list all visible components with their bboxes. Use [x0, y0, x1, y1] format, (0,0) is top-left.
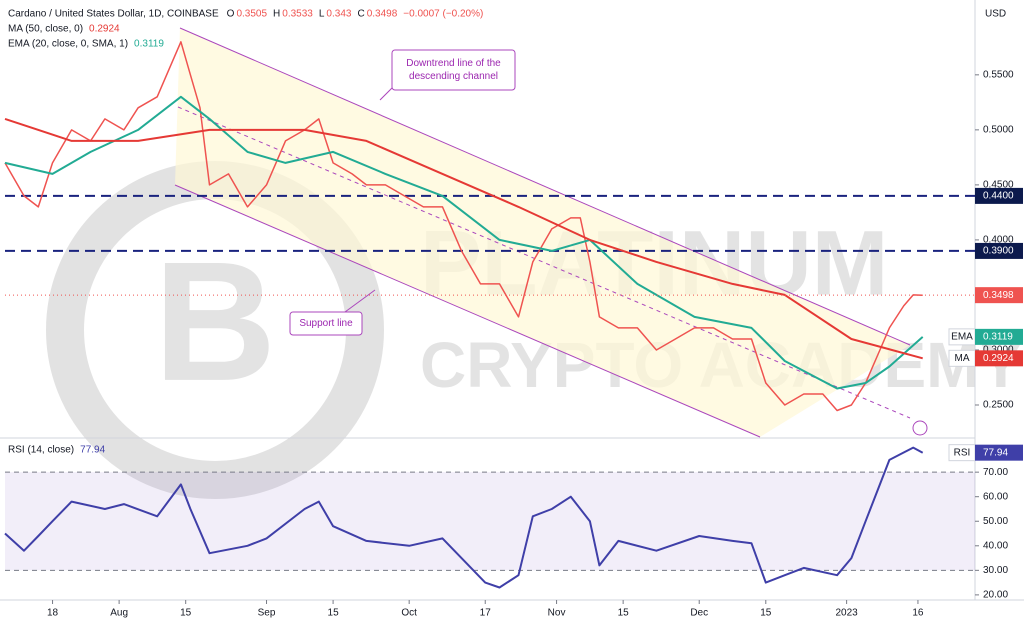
- ohlc-value: 0.3505: [236, 9, 267, 20]
- rsi-tick-label: 40.00: [983, 540, 1008, 551]
- rsi-tick-label: 50.00: [983, 516, 1008, 527]
- legend-value: 0.3119: [134, 39, 164, 50]
- x-tick-label: Sep: [258, 608, 276, 619]
- x-tick-label: Nov: [548, 608, 566, 619]
- annotation-text: Support line: [299, 318, 353, 329]
- legend-name: MA (50, close, 0): [8, 24, 83, 35]
- axis-currency: USD: [985, 9, 1006, 20]
- symbol-title: Cardano / United States Dollar, 1D, COIN…: [8, 9, 219, 20]
- badge-value: 0.3119: [983, 332, 1013, 343]
- ohlc-value: 0.3533: [282, 9, 313, 20]
- rsi-band: [5, 472, 975, 571]
- x-tick-label: 17: [480, 608, 492, 619]
- x-tick-label: 18: [47, 608, 59, 619]
- rsi-tick-label: 30.00: [983, 565, 1008, 576]
- ohlc-label: L: [319, 9, 325, 20]
- ohlc-label: C: [357, 9, 364, 20]
- watermark-b: B: [154, 227, 277, 417]
- y-tick-label: 0.5000: [983, 124, 1014, 135]
- level-badge: [975, 242, 1023, 259]
- x-tick-label: 2023: [835, 608, 858, 619]
- ohlc-label: O: [227, 9, 235, 20]
- annotation-text: Downtrend line of the: [406, 58, 501, 69]
- y-tick-label: 0.4500: [983, 180, 1014, 191]
- legend-value: 77.94: [80, 445, 105, 456]
- badge-bg: [975, 444, 1023, 461]
- change: −0.0007 (−0.20%): [403, 9, 483, 20]
- rsi-tick-label: 60.00: [983, 491, 1008, 502]
- badge-value: 77.94: [983, 447, 1008, 458]
- legend-name: RSI (14, close): [8, 445, 74, 456]
- legend-name: EMA (20, close, 0, SMA, 1): [8, 39, 128, 50]
- channel-upper: [179, 27, 911, 346]
- rsi-tick-label: 20.00: [983, 590, 1008, 601]
- y-tick-label: 0.2500: [983, 400, 1014, 411]
- indicator-line: [4, 117, 923, 360]
- watermark: B PLATINUM CRYPTO ACADEMY: [46, 161, 1022, 499]
- alert-icon: [912, 420, 928, 436]
- x-tick-label: Dec: [690, 608, 708, 619]
- ohlc-label: H: [273, 9, 280, 20]
- y-tick-label: 0.5500: [983, 69, 1014, 80]
- x-tick-label: 16: [912, 608, 924, 619]
- level-label: 0.3900: [983, 246, 1014, 257]
- x-tick-label: 15: [618, 608, 630, 619]
- x-tick-label: 15: [180, 608, 192, 619]
- level-badge: [975, 187, 1023, 204]
- badge-value: 0.3498: [983, 290, 1014, 301]
- indicator-line: [4, 95, 924, 390]
- x-tick-label: 15: [328, 608, 340, 619]
- channel-lower: [174, 184, 761, 438]
- y-tick-label: 0.3000: [983, 345, 1014, 356]
- annotation-arrow: [344, 289, 376, 313]
- badge-name: MA: [955, 353, 970, 364]
- annotation-box: [391, 49, 516, 91]
- badge-bg: [975, 350, 1023, 367]
- x-tick-label: Aug: [110, 608, 128, 619]
- level-label: 0.4400: [983, 191, 1014, 202]
- y-tick-label: 0.4000: [983, 235, 1014, 246]
- badge-name: EMA: [951, 332, 973, 343]
- ohlc-value: 0.343: [326, 9, 351, 20]
- annotation-text: descending channel: [409, 71, 498, 82]
- badge-bg: [975, 328, 1023, 345]
- badge-name: RSI: [954, 447, 971, 458]
- x-tick-label: Oct: [401, 608, 417, 619]
- price-line: [4, 41, 923, 412]
- annotation-box: [289, 311, 363, 336]
- x-tick-label: 15: [760, 608, 772, 619]
- legend-value: 0.2924: [89, 24, 120, 35]
- rsi-tick-label: 70.00: [983, 467, 1008, 478]
- badge-bg: [975, 287, 1023, 304]
- badge-value: 0.2924: [983, 353, 1014, 364]
- rsi-line: [4, 446, 924, 589]
- ohlc-value: 0.3498: [367, 9, 398, 20]
